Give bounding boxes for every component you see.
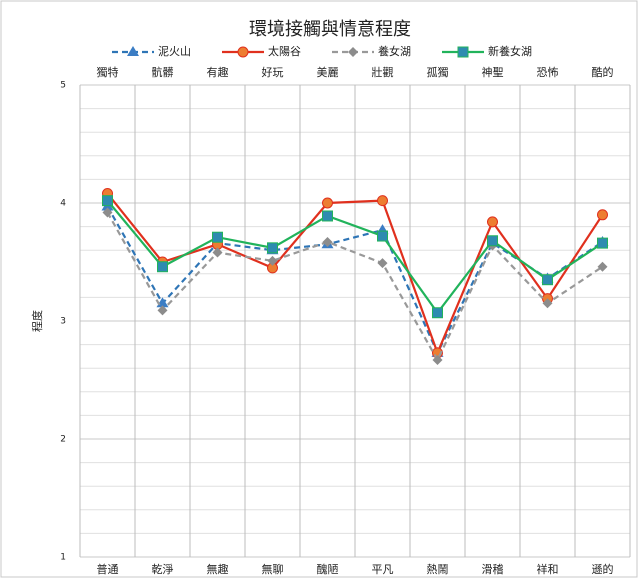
x-tick-label: 平凡: [372, 563, 394, 576]
x-tick-label: 無聊: [262, 562, 284, 576]
point: [597, 261, 608, 272]
series-line: [106, 211, 604, 363]
top-tick-label: 有趣: [207, 65, 229, 79]
legend-marker: [348, 47, 358, 57]
point: [212, 231, 223, 243]
point: [102, 207, 113, 218]
point: [102, 195, 113, 207]
legend-label: 新養女湖: [488, 44, 532, 58]
point: [432, 307, 443, 319]
point: [157, 261, 168, 273]
top-tick-label: 壯觀: [372, 65, 394, 79]
x-tick-label: 普通: [97, 562, 119, 576]
legend-marker: [237, 46, 249, 58]
top-tick-label: 獨特: [97, 65, 119, 79]
y-tick-label: 1: [60, 553, 66, 563]
point: [542, 274, 553, 286]
top-tick-label: 好玩: [262, 65, 284, 79]
legend-label: 泥火山: [158, 45, 191, 58]
top-tick-label: 美麗: [317, 66, 339, 79]
point: [322, 236, 333, 247]
y-tick-label: 4: [60, 199, 66, 209]
x-tick-label: 醜陋: [317, 563, 339, 576]
point: [597, 209, 608, 221]
x-tick-label: 無趣: [207, 562, 229, 576]
top-tick-label: 恐怖: [537, 65, 559, 79]
x-tick-label: 乾淨: [152, 563, 174, 576]
point: [267, 242, 278, 254]
point: [377, 258, 388, 269]
point: [322, 197, 333, 209]
x-tick-label: 祥和: [537, 562, 559, 576]
top-tick-label: 酷的: [592, 65, 614, 79]
top-tick-label: 骯髒: [152, 65, 174, 79]
point: [322, 210, 333, 222]
legend-label: 養女湖: [378, 44, 411, 58]
x-tick-label: 熱鬧: [427, 563, 449, 576]
point: [377, 195, 388, 207]
point: [212, 247, 223, 258]
top-tick-label: 神聖: [482, 65, 504, 79]
x-tick-label: 遜的: [592, 562, 614, 576]
legend-marker: [127, 46, 139, 56]
y-axis-title: 程度: [30, 310, 44, 332]
y-tick-label: 3: [60, 317, 66, 327]
y-tick-label: 5: [60, 81, 66, 91]
point: [377, 230, 388, 242]
y-tick-label: 2: [60, 435, 66, 445]
point: [597, 237, 608, 249]
point: [542, 298, 553, 309]
point: [487, 216, 498, 228]
point: [157, 305, 168, 316]
legend-marker: [457, 46, 469, 58]
chart-title: 環境接觸與情意程度: [249, 19, 411, 40]
point: [267, 255, 278, 266]
point: [487, 235, 498, 247]
series-line: [106, 199, 604, 315]
top-tick-label: 孤獨: [427, 65, 449, 79]
x-tick-label: 滑稽: [482, 562, 504, 576]
point: [432, 354, 443, 365]
legend-label: 太陽谷: [268, 45, 301, 58]
